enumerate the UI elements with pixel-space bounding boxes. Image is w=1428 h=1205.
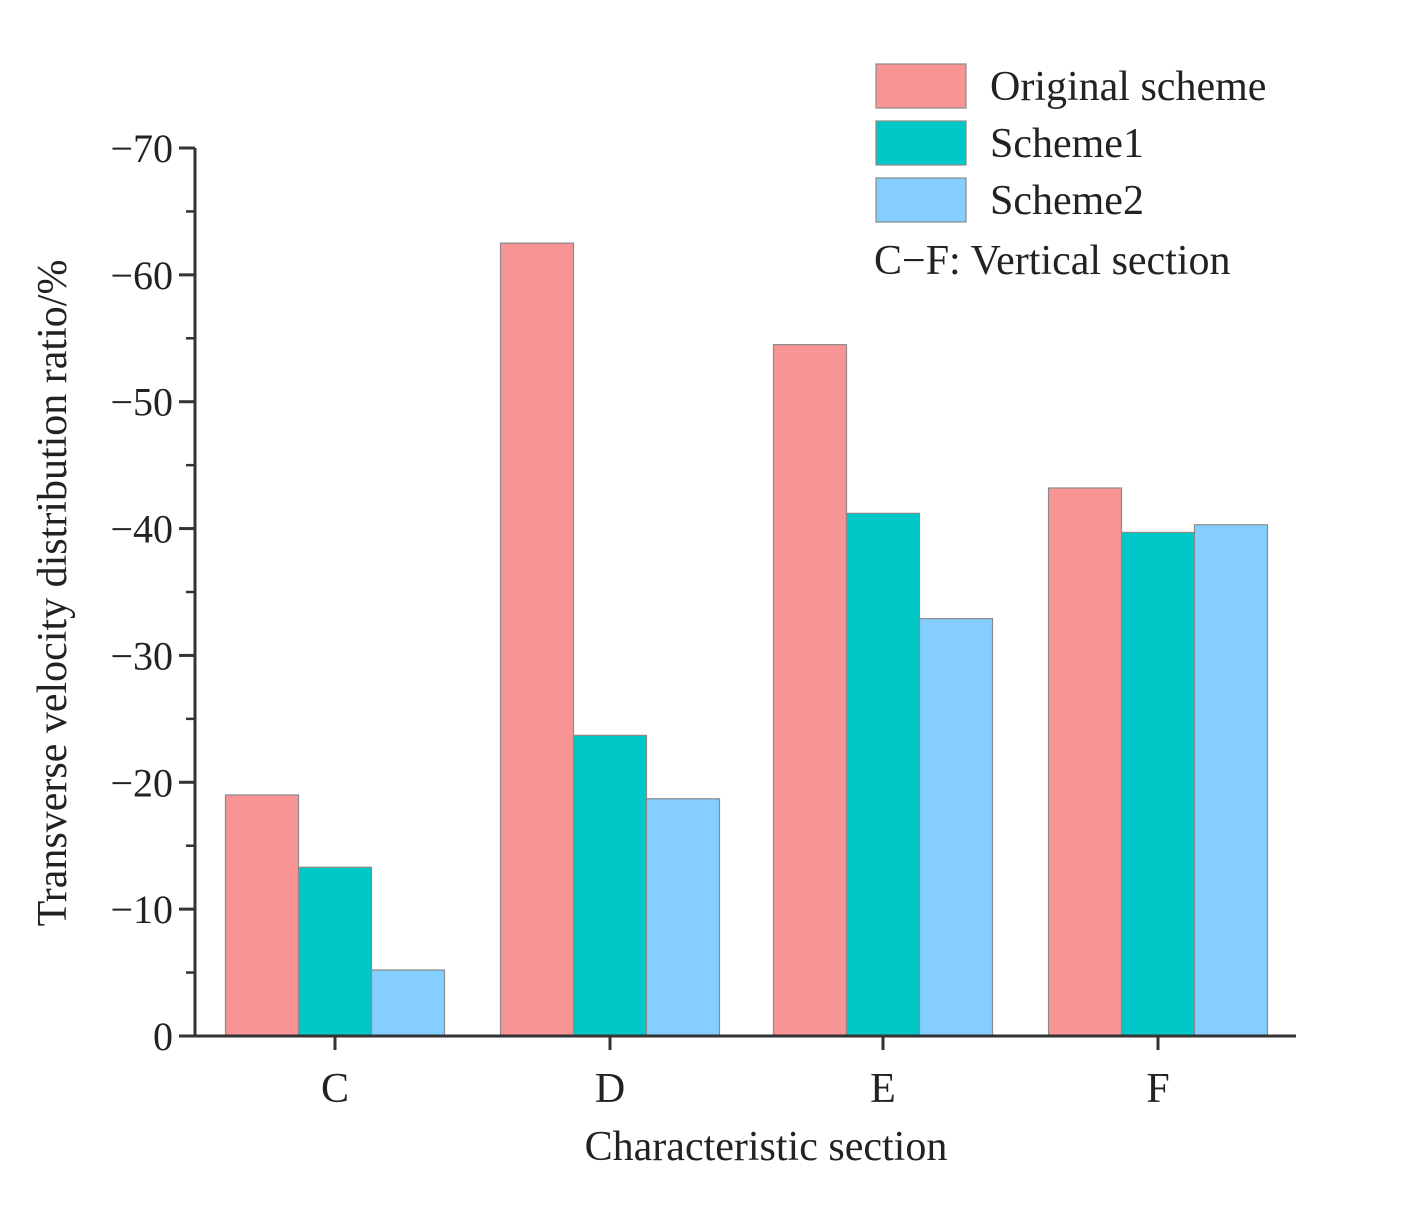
y-tick-label: 0 bbox=[153, 1014, 173, 1059]
y-tick-label: −70 bbox=[110, 126, 173, 171]
bar-f-original-scheme bbox=[1047, 487, 1123, 1037]
bar-d-scheme1 bbox=[572, 734, 648, 1037]
x-tick-label-f: F bbox=[1146, 1066, 1169, 1112]
bar-e-scheme1 bbox=[845, 512, 921, 1037]
legend: Original scheme Scheme1 Scheme2 bbox=[875, 63, 1266, 224]
bar-e-original-scheme bbox=[772, 344, 848, 1037]
legend-label-scheme2: Scheme2 bbox=[990, 178, 1144, 224]
bar-c-scheme2 bbox=[370, 969, 446, 1037]
x-tick-label-d: D bbox=[595, 1066, 625, 1112]
y-tick-label: −30 bbox=[110, 633, 173, 678]
legend-swatch-original-scheme bbox=[875, 63, 967, 109]
x-tick-label-e: E bbox=[870, 1066, 896, 1112]
legend-label-original-scheme: Original scheme bbox=[990, 64, 1266, 110]
y-tick-label: −10 bbox=[110, 887, 173, 932]
x-axis-title: Characteristic section bbox=[585, 1124, 948, 1170]
bar-d-original-scheme bbox=[499, 242, 575, 1037]
legend-note: C−F: Vertical section bbox=[874, 238, 1231, 284]
y-tick-label: −60 bbox=[110, 253, 173, 298]
bar-c-original-scheme bbox=[224, 794, 300, 1037]
y-axis-title: Transverse velocity distribution ratio/% bbox=[30, 260, 76, 927]
legend-swatch-scheme1 bbox=[875, 120, 967, 166]
bar-e-scheme2 bbox=[918, 618, 994, 1037]
y-tick-label: −50 bbox=[110, 380, 173, 425]
legend-swatch-scheme2 bbox=[875, 177, 967, 223]
x-tick-label-c: C bbox=[321, 1066, 349, 1112]
bar-f-scheme1 bbox=[1120, 531, 1196, 1037]
axes-layer bbox=[179, 146, 1296, 1050]
y-tick-label: −20 bbox=[110, 760, 173, 805]
legend-label-scheme1: Scheme1 bbox=[990, 121, 1144, 167]
labels-layer: 0 −10 −20 −30 −40 −50 −60 −70 C D E F bbox=[110, 126, 1169, 1112]
bar-d-scheme2 bbox=[645, 798, 721, 1037]
bar-f-scheme2 bbox=[1193, 524, 1269, 1037]
bars-layer bbox=[224, 242, 1269, 1037]
bar-c-scheme1 bbox=[297, 866, 373, 1037]
y-tick-label: −40 bbox=[110, 507, 173, 552]
